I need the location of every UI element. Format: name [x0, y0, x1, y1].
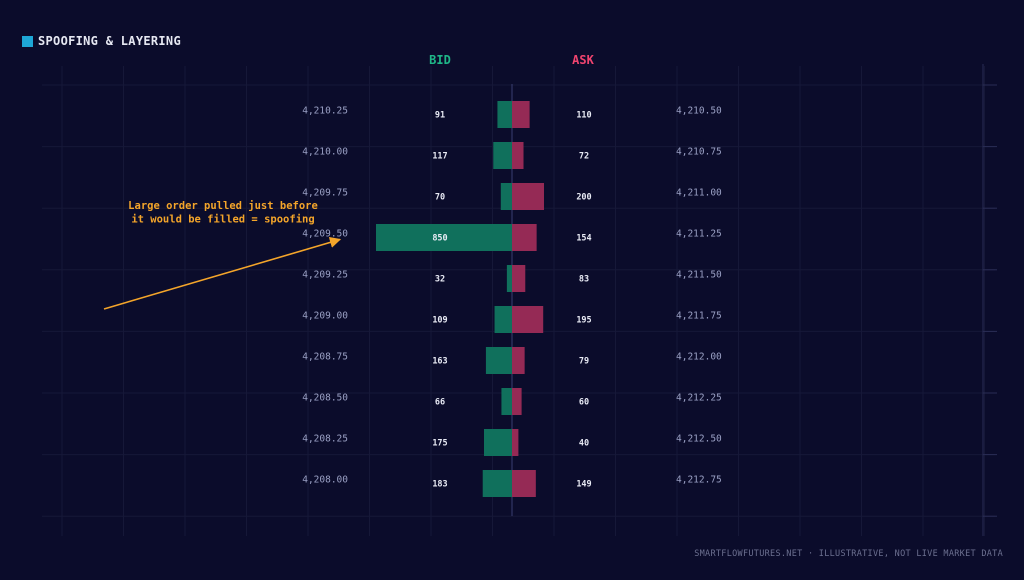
ask-bar [512, 224, 537, 251]
ask-price-label: 4,211.25 [676, 229, 722, 240]
ask-bar [512, 101, 530, 128]
bid-price-label: 4,209.00 [302, 311, 348, 322]
ask-size-label: 195 [576, 316, 591, 326]
chart-title: SPOOFING & LAYERING [38, 34, 181, 48]
ask-price-label: 4,211.75 [676, 311, 722, 322]
bid-bar [485, 347, 512, 374]
ask-price-label: 4,210.75 [676, 147, 722, 158]
ask-size-label: 149 [576, 480, 591, 490]
ask-size-label: 72 [579, 152, 589, 162]
ask-bar [512, 388, 522, 415]
chart-header: SPOOFING & LAYERING [22, 34, 181, 48]
ask-bar [512, 347, 525, 374]
ask-price-label: 4,212.50 [676, 434, 722, 445]
bid-size-label: 163 [432, 357, 447, 367]
bid-bar [484, 429, 512, 456]
bid-price-label: 4,208.25 [302, 434, 348, 445]
bid-price-label: 4,209.25 [302, 270, 348, 281]
ask-bar [512, 265, 526, 292]
bid-bar [494, 306, 512, 333]
ask-size-label: 83 [579, 275, 589, 285]
bid-bar [482, 470, 512, 497]
bid-price-label: 4,208.00 [302, 475, 348, 486]
ask-bar [512, 429, 519, 456]
bid-bar [500, 183, 512, 210]
bid-bar [497, 101, 512, 128]
bid-price-label: 4,208.75 [302, 352, 348, 363]
bid-bar [501, 388, 512, 415]
footer-disclaimer: SMARTFLOWFUTURES.NET · ILLUSTRATIVE, NOT… [694, 549, 1003, 559]
bid-bar [493, 142, 512, 169]
bid-price-label: 4,209.50 [302, 229, 348, 240]
annotation-text: it would be filled = spoofing [131, 214, 314, 226]
ask-price-label: 4,211.00 [676, 188, 722, 199]
bid-price-label: 4,208.50 [302, 393, 348, 404]
ask-bar [512, 142, 524, 169]
bid-size-label: 183 [432, 480, 447, 490]
ask-size-label: 154 [576, 234, 591, 244]
ask-size-label: 60 [579, 398, 589, 408]
ask-header: ASK [572, 53, 594, 67]
bid-header: BID [429, 53, 451, 67]
bid-size-label: 109 [432, 316, 447, 326]
ask-price-label: 4,212.75 [676, 475, 722, 486]
bid-size-label: 117 [432, 152, 447, 162]
ask-price-label: 4,212.00 [676, 352, 722, 363]
title-square-icon [22, 35, 33, 47]
bid-size-label: 32 [435, 275, 445, 285]
bid-bar [376, 224, 512, 251]
bid-size-label: 66 [435, 398, 445, 408]
ask-price-label: 4,210.50 [676, 106, 722, 117]
ask-size-label: 79 [579, 357, 589, 367]
ask-bar [512, 306, 544, 333]
annotation-arrow [103, 236, 342, 310]
bid-price-label: 4,210.00 [302, 147, 348, 158]
ask-size-label: 40 [579, 439, 589, 449]
ask-size-label: 110 [576, 111, 591, 121]
annotation-text: Large order pulled just before [128, 200, 318, 212]
bid-price-label: 4,210.25 [302, 106, 348, 117]
ask-size-label: 200 [576, 193, 591, 203]
bid-size-label: 850 [432, 234, 447, 244]
ask-bar [512, 470, 536, 497]
bid-bar [506, 265, 512, 292]
bid-size-label: 91 [435, 111, 445, 121]
bid-size-label: 175 [432, 439, 447, 449]
ask-price-label: 4,212.25 [676, 393, 722, 404]
ask-bar [512, 183, 544, 210]
bid-size-label: 70 [435, 193, 445, 203]
bid-price-label: 4,209.75 [302, 188, 348, 199]
ask-price-label: 4,211.50 [676, 270, 722, 281]
